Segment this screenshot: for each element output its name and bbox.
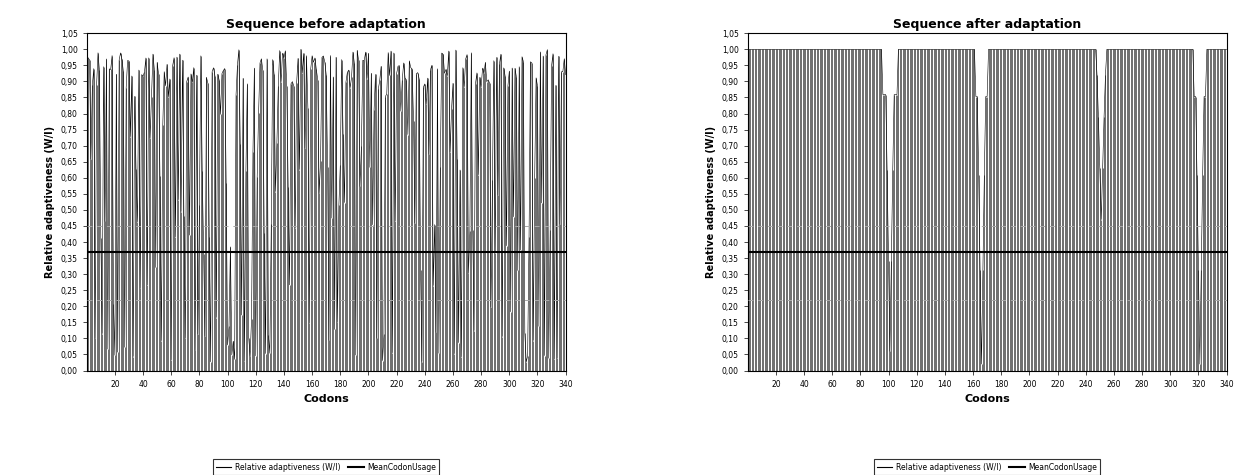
Legend: Relative adaptiveness (W/I), MeanCodonUsage: Relative adaptiveness (W/I), MeanCodonUs… [213, 459, 440, 475]
Title: Sequence after adaptation: Sequence after adaptation [893, 18, 1082, 31]
Y-axis label: Relative adaptiveness (W/I): Relative adaptiveness (W/I) [706, 126, 716, 278]
Legend: Relative adaptiveness (W/I), MeanCodonUsage: Relative adaptiveness (W/I), MeanCodonUs… [873, 459, 1100, 475]
X-axis label: Codons: Codons [304, 394, 349, 404]
Y-axis label: Relative adaptiveness (W/I): Relative adaptiveness (W/I) [45, 126, 56, 278]
Title: Sequence before adaptation: Sequence before adaptation [227, 18, 426, 31]
X-axis label: Codons: Codons [964, 394, 1010, 404]
